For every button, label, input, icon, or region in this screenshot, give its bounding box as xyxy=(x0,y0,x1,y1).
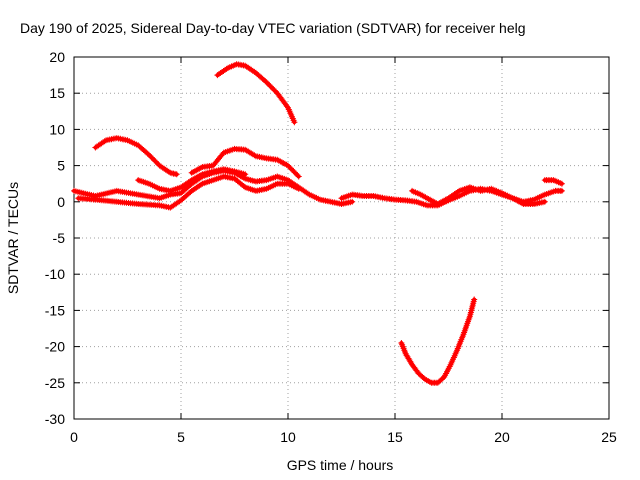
data-point xyxy=(242,171,249,178)
data-point xyxy=(558,187,565,194)
axis-ticks: 0 5 10 15 20 25 -30 -25 -20 -15 -10 -5 0 5 10 15 20 xyxy=(45,49,617,445)
data-point xyxy=(266,82,273,89)
y-tick-label: -10 xyxy=(45,266,65,282)
series-arc-6 xyxy=(135,166,249,194)
data-point xyxy=(294,172,301,179)
x-tick-label: 25 xyxy=(601,429,617,445)
data-point xyxy=(291,169,298,176)
x-tick-label: 5 xyxy=(177,429,185,445)
data-point xyxy=(286,164,293,170)
data-point xyxy=(270,86,277,93)
gridlines xyxy=(74,57,609,419)
series-arc-8 xyxy=(409,184,548,207)
data-point xyxy=(349,198,356,205)
x-tick-label: 20 xyxy=(494,429,510,445)
data-point xyxy=(152,158,159,165)
data-point xyxy=(558,180,565,187)
data-point xyxy=(291,119,298,126)
x-axis-label: GPS time / hours xyxy=(287,457,394,473)
series-arc-1 xyxy=(92,135,180,178)
data-point xyxy=(471,296,478,303)
y-tick-label: 0 xyxy=(57,194,65,210)
y-tick-label: -30 xyxy=(45,411,65,427)
series-arc-10 xyxy=(398,296,478,386)
data-point xyxy=(267,83,274,90)
data-point xyxy=(269,84,275,91)
data-point xyxy=(151,157,158,164)
y-tick-label: -25 xyxy=(45,375,65,391)
series-arc-3 xyxy=(188,145,302,180)
data-point xyxy=(173,171,180,178)
data-point xyxy=(295,173,302,180)
data-point xyxy=(147,153,154,160)
data-point xyxy=(293,170,299,177)
data-point xyxy=(289,166,295,173)
data-point xyxy=(263,79,270,86)
data-point xyxy=(145,151,152,158)
series-arc-2 xyxy=(214,61,298,126)
data-point xyxy=(295,185,302,192)
y-axis-label: SDTVAR / TECUs xyxy=(5,182,21,294)
data-point xyxy=(287,165,294,172)
series-arc-5 xyxy=(75,173,302,211)
data-series xyxy=(71,61,565,386)
data-point xyxy=(290,168,297,174)
data-point xyxy=(264,80,271,87)
x-tick-label: 10 xyxy=(280,429,296,445)
y-tick-label: 5 xyxy=(57,158,65,174)
y-tick-label: -15 xyxy=(45,302,65,318)
data-point xyxy=(148,154,155,161)
y-tick-label: -20 xyxy=(45,339,65,355)
data-point xyxy=(271,87,278,94)
y-tick-label: 10 xyxy=(49,121,65,137)
y-tick-label: 15 xyxy=(49,85,65,101)
data-point xyxy=(149,155,156,162)
data-point xyxy=(541,198,548,205)
data-point xyxy=(153,159,160,166)
series-arc-9 xyxy=(541,177,565,187)
y-tick-label: 20 xyxy=(49,49,65,65)
chart-title: Day 190 of 2025, Sidereal Day-to-day VTE… xyxy=(20,20,526,36)
x-tick-label: 15 xyxy=(387,429,403,445)
x-tick-label: 0 xyxy=(70,429,78,445)
y-tick-label: -5 xyxy=(53,230,66,246)
data-point xyxy=(285,162,291,169)
